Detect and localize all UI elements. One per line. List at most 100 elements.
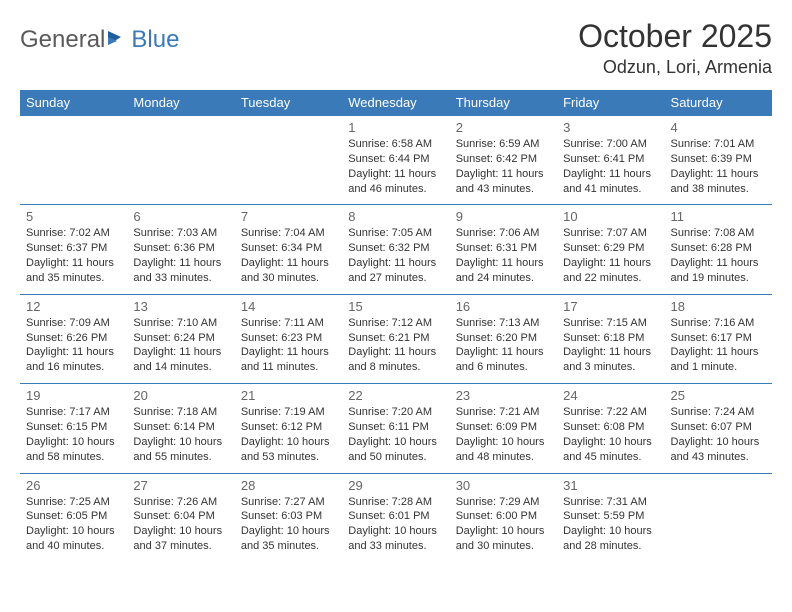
day-number: 19: [26, 388, 121, 403]
day-info: Sunrise: 7:04 AMSunset: 6:34 PMDaylight:…: [241, 226, 336, 285]
day-number: 29: [348, 478, 443, 493]
day-number: 3: [563, 120, 658, 135]
calendar-cell: 6 Sunrise: 7:03 AMSunset: 6:36 PMDaylight…: [127, 205, 234, 294]
day-number: 6: [133, 209, 228, 224]
day-info: Sunrise: 7:21 AMSunset: 6:09 PMDaylight:…: [456, 405, 551, 464]
day-info: Sunrise: 7:24 AMSunset: 6:07 PMDaylight:…: [671, 405, 766, 464]
calendar-cell: 15 Sunrise: 7:12 AMSunset: 6:21 PMDayligh…: [342, 294, 449, 383]
day-info: Sunrise: 7:19 AMSunset: 6:12 PMDaylight:…: [241, 405, 336, 464]
calendar-cell: 7 Sunrise: 7:04 AMSunset: 6:34 PMDaylight…: [235, 205, 342, 294]
day-info: Sunrise: 7:11 AMSunset: 6:23 PMDaylight:…: [241, 316, 336, 375]
calendar-row: 1 Sunrise: 6:58 AMSunset: 6:44 PMDaylight…: [20, 116, 772, 205]
day-info: Sunrise: 7:31 AMSunset: 5:59 PMDaylight:…: [563, 495, 658, 554]
day-header: Monday: [127, 90, 234, 116]
day-info: Sunrise: 7:29 AMSunset: 6:00 PMDaylight:…: [456, 495, 551, 554]
calendar-cell: 5 Sunrise: 7:02 AMSunset: 6:37 PMDaylight…: [20, 205, 127, 294]
calendar-cell: 23 Sunrise: 7:21 AMSunset: 6:09 PMDayligh…: [450, 384, 557, 473]
day-info: Sunrise: 7:08 AMSunset: 6:28 PMDaylight:…: [671, 226, 766, 285]
calendar-cell: 26 Sunrise: 7:25 AMSunset: 6:05 PMDayligh…: [20, 473, 127, 562]
calendar-cell: 4Sunrise: 7:01 AMSunset: 6:39 PMDaylight…: [665, 116, 772, 205]
day-info: Sunrise: 7:13 AMSunset: 6:20 PMDaylight:…: [456, 316, 551, 375]
day-number: 23: [456, 388, 551, 403]
month-title: October 2025: [578, 18, 772, 55]
calendar-cell-empty: [20, 116, 127, 205]
calendar-cell: 2Sunrise: 6:59 AMSunset: 6:42 PMDaylight…: [450, 116, 557, 205]
day-info: Sunrise: 7:03 AMSunset: 6:36 PMDaylight:…: [133, 226, 228, 285]
day-header: Tuesday: [235, 90, 342, 116]
day-info: Sunrise: 7:02 AMSunset: 6:37 PMDaylight:…: [26, 226, 121, 285]
day-info: Sunrise: 7:25 AMSunset: 6:05 PMDaylight:…: [26, 495, 121, 554]
logo: General Blue: [20, 26, 179, 54]
calendar-cell: 24 Sunrise: 7:22 AMSunset: 6:08 PMDayligh…: [557, 384, 664, 473]
calendar-cell: 18Sunrise: 7:16 AMSunset: 6:17 PMDayligh…: [665, 294, 772, 383]
day-number: 28: [241, 478, 336, 493]
day-header: Wednesday: [342, 90, 449, 116]
calendar-cell: 22Sunrise: 7:20 AMSunset: 6:11 PMDayligh…: [342, 384, 449, 473]
calendar-cell: 25Sunrise: 7:24 AMSunset: 6:07 PMDayligh…: [665, 384, 772, 473]
calendar-cell: 10 Sunrise: 7:07 AMSunset: 6:29 PMDayligh…: [557, 205, 664, 294]
day-info: Sunrise: 7:07 AMSunset: 6:29 PMDaylight:…: [563, 226, 658, 285]
title-block: October 2025 Odzun, Lori, Armenia: [578, 18, 772, 78]
calendar-cell: 8 Sunrise: 7:05 AMSunset: 6:32 PMDaylight…: [342, 205, 449, 294]
day-number: 20: [133, 388, 228, 403]
calendar-cell: 12Sunrise: 7:09 AMSunset: 6:26 PMDayligh…: [20, 294, 127, 383]
day-info: Sunrise: 7:18 AMSunset: 6:14 PMDaylight:…: [133, 405, 228, 464]
calendar-cell-empty: [665, 473, 772, 562]
day-info: Sunrise: 7:26 AMSunset: 6:04 PMDaylight:…: [133, 495, 228, 554]
day-info: Sunrise: 7:00 AMSunset: 6:41 PMDaylight:…: [563, 137, 658, 196]
day-number: 9: [456, 209, 551, 224]
calendar-cell: 17Sunrise: 7:15 AMSunset: 6:18 PMDayligh…: [557, 294, 664, 383]
day-info: Sunrise: 7:15 AMSunset: 6:18 PMDaylight:…: [563, 316, 658, 375]
day-number: 21: [241, 388, 336, 403]
day-number: 4: [671, 120, 766, 135]
day-number: 8: [348, 209, 443, 224]
calendar-cell: 20 Sunrise: 7:18 AMSunset: 6:14 PMDayligh…: [127, 384, 234, 473]
calendar-table: Sunday Monday Tuesday Wednesday Thursday…: [20, 90, 772, 562]
calendar-row: 19Sunrise: 7:17 AMSunset: 6:15 PMDayligh…: [20, 384, 772, 473]
day-number: 13: [133, 299, 228, 314]
calendar-cell: 14 Sunrise: 7:11 AMSunset: 6:23 PMDayligh…: [235, 294, 342, 383]
day-number: 26: [26, 478, 121, 493]
calendar-cell: 13 Sunrise: 7:10 AMSunset: 6:24 PMDayligh…: [127, 294, 234, 383]
day-header: Saturday: [665, 90, 772, 116]
day-info: Sunrise: 7:16 AMSunset: 6:17 PMDaylight:…: [671, 316, 766, 375]
day-header: Sunday: [20, 90, 127, 116]
day-info: Sunrise: 6:59 AMSunset: 6:42 PMDaylight:…: [456, 137, 551, 196]
calendar-cell: 27 Sunrise: 7:26 AMSunset: 6:04 PMDayligh…: [127, 473, 234, 562]
calendar-cell: 30 Sunrise: 7:29 AMSunset: 6:00 PMDayligh…: [450, 473, 557, 562]
day-number: 7: [241, 209, 336, 224]
calendar-cell: 21 Sunrise: 7:19 AMSunset: 6:12 PMDayligh…: [235, 384, 342, 473]
day-info: Sunrise: 7:22 AMSunset: 6:08 PMDaylight:…: [563, 405, 658, 464]
day-number: 15: [348, 299, 443, 314]
logo-text-blue: Blue: [131, 26, 179, 54]
day-number: 10: [563, 209, 658, 224]
day-number: 1: [348, 120, 443, 135]
day-number: 27: [133, 478, 228, 493]
day-number: 30: [456, 478, 551, 493]
day-number: 16: [456, 299, 551, 314]
day-number: 12: [26, 299, 121, 314]
day-info: Sunrise: 6:58 AMSunset: 6:44 PMDaylight:…: [348, 137, 443, 196]
day-number: 24: [563, 388, 658, 403]
location: Odzun, Lori, Armenia: [578, 57, 772, 78]
day-info: Sunrise: 7:06 AMSunset: 6:31 PMDaylight:…: [456, 226, 551, 285]
calendar-row: 5 Sunrise: 7:02 AMSunset: 6:37 PMDaylight…: [20, 205, 772, 294]
calendar-row: 26 Sunrise: 7:25 AMSunset: 6:05 PMDayligh…: [20, 473, 772, 562]
flag-icon: [107, 29, 129, 52]
calendar-body: 1 Sunrise: 6:58 AMSunset: 6:44 PMDaylight…: [20, 116, 772, 562]
day-info: Sunrise: 7:05 AMSunset: 6:32 PMDaylight:…: [348, 226, 443, 285]
calendar-cell: 1 Sunrise: 6:58 AMSunset: 6:44 PMDaylight…: [342, 116, 449, 205]
calendar-cell: 16 Sunrise: 7:13 AMSunset: 6:20 PMDayligh…: [450, 294, 557, 383]
day-number: 5: [26, 209, 121, 224]
day-number: 31: [563, 478, 658, 493]
calendar-cell: 28Sunrise: 7:27 AMSunset: 6:03 PMDayligh…: [235, 473, 342, 562]
calendar-cell: 3 Sunrise: 7:00 AMSunset: 6:41 PMDaylight…: [557, 116, 664, 205]
day-info: Sunrise: 7:12 AMSunset: 6:21 PMDaylight:…: [348, 316, 443, 375]
day-number: 11: [671, 209, 766, 224]
logo-text-general: General: [20, 26, 105, 54]
day-number: 14: [241, 299, 336, 314]
day-info: Sunrise: 7:10 AMSunset: 6:24 PMDaylight:…: [133, 316, 228, 375]
day-header-row: Sunday Monday Tuesday Wednesday Thursday…: [20, 90, 772, 116]
calendar-cell: 31 Sunrise: 7:31 AMSunset: 5:59 PMDayligh…: [557, 473, 664, 562]
day-number: 22: [348, 388, 443, 403]
